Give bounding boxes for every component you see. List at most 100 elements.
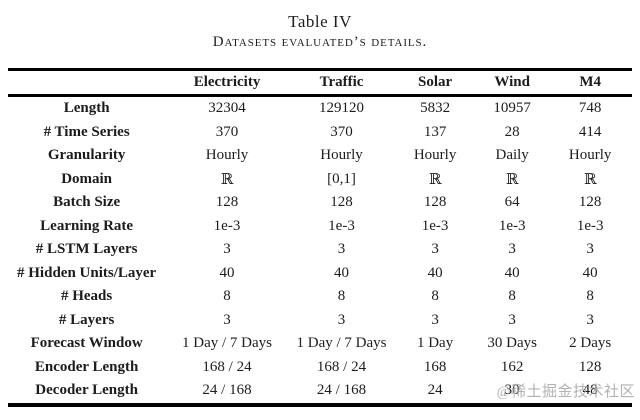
cell-value: 64: [504, 194, 520, 211]
table-row: Learning Rate 1e-3 1e-3 1e-3 1e-3 1e-3: [8, 215, 632, 239]
cell-value: 3: [586, 311, 594, 328]
cell-value: 8: [223, 288, 231, 305]
row-label: Encoder Length: [34, 358, 139, 375]
row-label: Domain: [61, 170, 113, 187]
cell-value: 129120: [319, 100, 364, 117]
cell-value: 10957: [493, 100, 531, 117]
cell-value: 128: [578, 194, 602, 211]
cell-value: 40: [219, 264, 235, 281]
cell-value: 40: [427, 264, 443, 281]
cell-value: 162: [500, 358, 524, 375]
cell-value: 414: [578, 123, 602, 140]
cell-value: 1 Day / 7 Days: [296, 335, 387, 352]
cell-value: Hourly: [320, 147, 363, 164]
cell-value: 24: [427, 382, 443, 399]
cell-value: 3: [431, 241, 439, 258]
cell-value: 370: [330, 123, 353, 140]
row-label: # Layers: [58, 311, 115, 328]
cell-value: [0,1]: [327, 170, 356, 187]
table-caption: Table IV Datasets evaluated’s details.: [0, 11, 640, 52]
cell-value: Daily: [495, 147, 529, 164]
table-row: # LSTM Layers 3 3 3 3 3: [8, 238, 632, 262]
cell-value: 8: [431, 288, 439, 305]
row-label: Batch Size: [53, 194, 121, 211]
cell-value: 370: [215, 123, 239, 140]
table-row: Decoder Length 24 / 168 24 / 168 24 30 48: [8, 379, 632, 405]
cell-value: 30: [504, 382, 520, 399]
table-row: # Hidden Units/Layer 40 40 40 40 40: [8, 262, 632, 286]
cell-value: 1e-3: [576, 217, 604, 234]
cell-value: Hourly: [568, 147, 612, 164]
cell-value: 24 / 168: [202, 382, 252, 399]
cell-value: 128: [423, 194, 447, 211]
header-row: Electricity Traffic Solar Wind M4: [8, 69, 632, 97]
cell-value: 1e-3: [328, 217, 355, 234]
table-row: # Heads 8 8 8 8 8: [8, 285, 632, 309]
row-label: Learning Rate: [40, 217, 134, 234]
row-label: Decoder Length: [35, 382, 138, 399]
table-body: Length 32304 129120 5832 10957 748 # Time Seri…: [8, 96, 632, 405]
cell-value: ℝ: [505, 171, 519, 188]
table-row: Length 32304 129120 5832 10957 748: [8, 96, 632, 121]
table-row: # Time Series 370 370 137 28 414: [8, 121, 632, 145]
row-label: Length: [63, 100, 110, 117]
cell-value: 3: [431, 311, 439, 328]
cell-value: 32304: [208, 100, 246, 117]
cell-value: 128: [330, 194, 353, 211]
cell-value: 8: [586, 288, 594, 305]
table-header: Electricity Traffic Solar Wind M4: [8, 69, 632, 97]
cell-value: 5832: [420, 100, 451, 117]
column-header: Solar: [394, 69, 476, 97]
row-label: Forecast Window: [30, 335, 143, 352]
cell-value: ℝ: [428, 171, 442, 188]
cell-value: 28: [504, 123, 520, 140]
cell-value: 3: [337, 241, 346, 258]
table-caption-text: Datasets evaluated’s details.: [212, 34, 428, 51]
cell-value: 40: [582, 264, 598, 281]
cell-value: 40: [504, 264, 520, 281]
table-row: Forecast Window 1 Day / 7 Days 1 Day / 7 D…: [8, 332, 632, 356]
row-label: Granularity: [47, 147, 126, 164]
table-row: Encoder Length 168 / 24 168 / 24 168 162 128: [8, 356, 632, 380]
cell-value: 2 Days: [569, 335, 612, 352]
cell-value: 1e-3: [421, 217, 449, 234]
cell-value: 128: [578, 358, 602, 375]
cell-value: 3: [223, 241, 231, 258]
row-label: # Time Series: [43, 123, 130, 140]
row-label: # Heads: [60, 288, 113, 305]
column-header: Electricity: [165, 69, 289, 97]
row-label: # LSTM Layers: [35, 241, 138, 258]
row-label: # Hidden Units/Layer: [17, 264, 157, 281]
table-row: Batch Size 128 128 128 64 128: [8, 191, 632, 215]
cell-value: 168 / 24: [316, 358, 367, 375]
table-row: # Layers 3 3 3 3 3: [8, 309, 632, 333]
cell-value: ℝ: [583, 171, 597, 188]
cell-value: 8: [337, 288, 346, 305]
cell-value: 3: [586, 241, 594, 258]
cell-value: 3: [337, 311, 346, 328]
cell-value: 137: [423, 123, 447, 140]
column-header: M4: [548, 69, 632, 97]
cell-value: 168: [423, 358, 447, 375]
cell-value: ℝ: [220, 171, 234, 188]
column-header: Traffic: [288, 69, 395, 97]
cell-value: 3: [508, 311, 516, 328]
table-caption-number: Table IV: [288, 12, 352, 31]
cell-value: 748: [578, 100, 602, 117]
cell-value: 3: [508, 241, 516, 258]
cell-value: 168 / 24: [202, 358, 252, 375]
cell-value: 30 Days: [487, 335, 537, 352]
corner-cell: [8, 69, 166, 97]
watermark: @稀土掘金技术社区: [496, 384, 635, 400]
cell-value: 40: [334, 264, 349, 281]
cell-value: Hourly: [413, 147, 457, 164]
cell-value: 1e-3: [498, 217, 526, 234]
table-row: Granularity Hourly Hourly Hourly Daily Hourly: [8, 144, 632, 168]
cell-value: 1 Day / 7 Days: [182, 335, 272, 352]
cell-value: 128: [215, 194, 239, 211]
table-row: Domain ℝ [0,1] ℝ ℝ ℝ: [8, 168, 632, 192]
cell-value: 24 / 168: [316, 382, 367, 399]
cell-value: 1e-3: [213, 217, 241, 234]
cell-value: 3: [223, 311, 231, 328]
